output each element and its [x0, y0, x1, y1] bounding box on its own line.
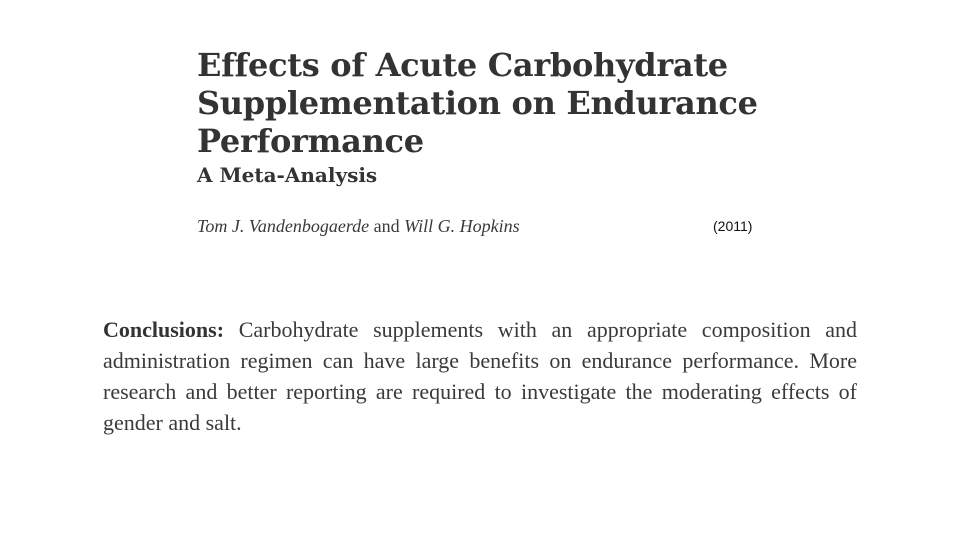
conclusions-paragraph: Conclusions: Carbohydrate supplements wi…	[103, 314, 857, 438]
author-name: Tom J. Vandenbogaerde	[197, 216, 370, 236]
author-separator: and	[373, 216, 400, 236]
paper-subtitle: A Meta-Analysis	[197, 163, 378, 187]
paper-title: Effects of Acute Carbohydrate Supplement…	[197, 46, 817, 188]
title-line-2: Supplementation on Endurance	[197, 84, 758, 122]
publication-year: (2011)	[713, 218, 753, 234]
title-line-1: Effects of Acute Carbohydrate	[197, 46, 728, 84]
title-line-3: Performance	[197, 122, 424, 160]
author-name: Will G. Hopkins	[404, 216, 520, 236]
conclusions-label: Conclusions:	[103, 317, 225, 342]
conclusions-text: Carbohydrate supplements with an appropr…	[103, 317, 858, 435]
author-list: Tom J. Vandenbogaerde and Will G. Hopkin…	[197, 214, 520, 238]
